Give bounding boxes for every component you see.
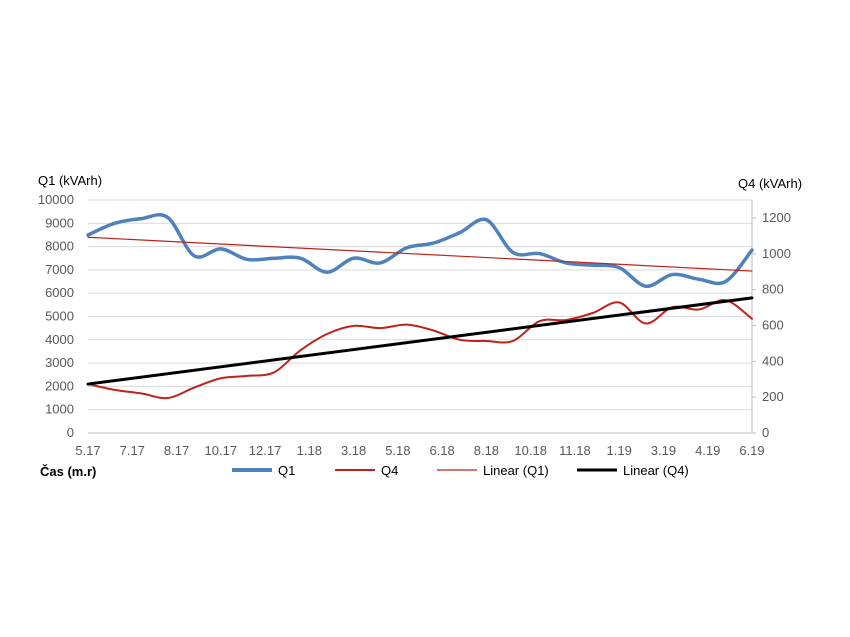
- x-tick-label: 4.19: [695, 443, 720, 458]
- x-tick-label: 12.17: [249, 443, 282, 458]
- y-left-tick-label: 5000: [45, 309, 74, 324]
- y-left-tick-label: 2000: [45, 378, 74, 393]
- y-left-tick-label: 8000: [45, 239, 74, 254]
- y-left-tick-label: 4000: [45, 332, 74, 347]
- tick-labels: 0100020003000400050006000700080009000100…: [38, 192, 791, 458]
- series-line-linear-q1: [87, 236, 753, 272]
- y-right-tick-label: 400: [762, 353, 784, 368]
- y-right-tick-label: 1000: [762, 246, 791, 261]
- y-left-tick-label: 10000: [38, 192, 74, 207]
- x-tick-label: 5.17: [75, 443, 100, 458]
- x-tick-label: 1.18: [297, 443, 322, 458]
- y-right-tick-label: 0: [762, 425, 769, 440]
- y-right-tick-label: 600: [762, 317, 784, 332]
- legend-label-q4: Q4: [381, 463, 398, 478]
- x-tick-label: 10.18: [514, 443, 547, 458]
- y-right-tick-label: 1200: [762, 210, 791, 225]
- axes: [88, 200, 753, 434]
- y-left-tick-label: 9000: [45, 215, 74, 230]
- legend-label-linear-q4: Linear (Q4): [623, 463, 689, 478]
- series-group: [86, 213, 754, 400]
- x-tick-label: 8.17: [164, 443, 189, 458]
- y-left-tick-label: 0: [67, 425, 74, 440]
- x-tick-label: 6.18: [429, 443, 454, 458]
- y-left-tick-label: 7000: [45, 262, 74, 277]
- y-right-tick-label: 800: [762, 282, 784, 297]
- y-left-axis-title: Q1 (kVArh): [38, 173, 102, 188]
- legend-label-linear-q1: Linear (Q1): [483, 463, 549, 478]
- legend: Q1 Q4 Linear (Q1) Linear (Q4): [232, 463, 689, 478]
- gridlines: [88, 199, 752, 411]
- x-tick-label: 11.18: [559, 443, 591, 458]
- series-line-q1: [86, 213, 754, 288]
- y-left-tick-label: 1000: [45, 402, 74, 417]
- x-tick-label: 3.18: [341, 443, 366, 458]
- x-tick-label: 6.19: [739, 443, 764, 458]
- y-left-tick-label: 3000: [45, 355, 74, 370]
- y-right-tick-label: 200: [762, 389, 784, 404]
- x-axis-title: Čas (m.r): [40, 464, 96, 479]
- x-tick-label: 8.18: [474, 443, 499, 458]
- series-line-q4: [87, 299, 753, 400]
- x-tick-label: 1.19: [607, 443, 632, 458]
- x-tick-label: 3.19: [651, 443, 676, 458]
- legend-label-q1: Q1: [278, 463, 295, 478]
- x-tick-label: 10.17: [205, 443, 238, 458]
- series-line-linear-q4: [86, 296, 754, 386]
- y-left-tick-label: 6000: [45, 285, 74, 300]
- x-tick-label: 7.17: [120, 443, 145, 458]
- y-right-axis-title: Q4 (kVArh): [738, 176, 802, 191]
- x-tick-label: 5.18: [385, 443, 410, 458]
